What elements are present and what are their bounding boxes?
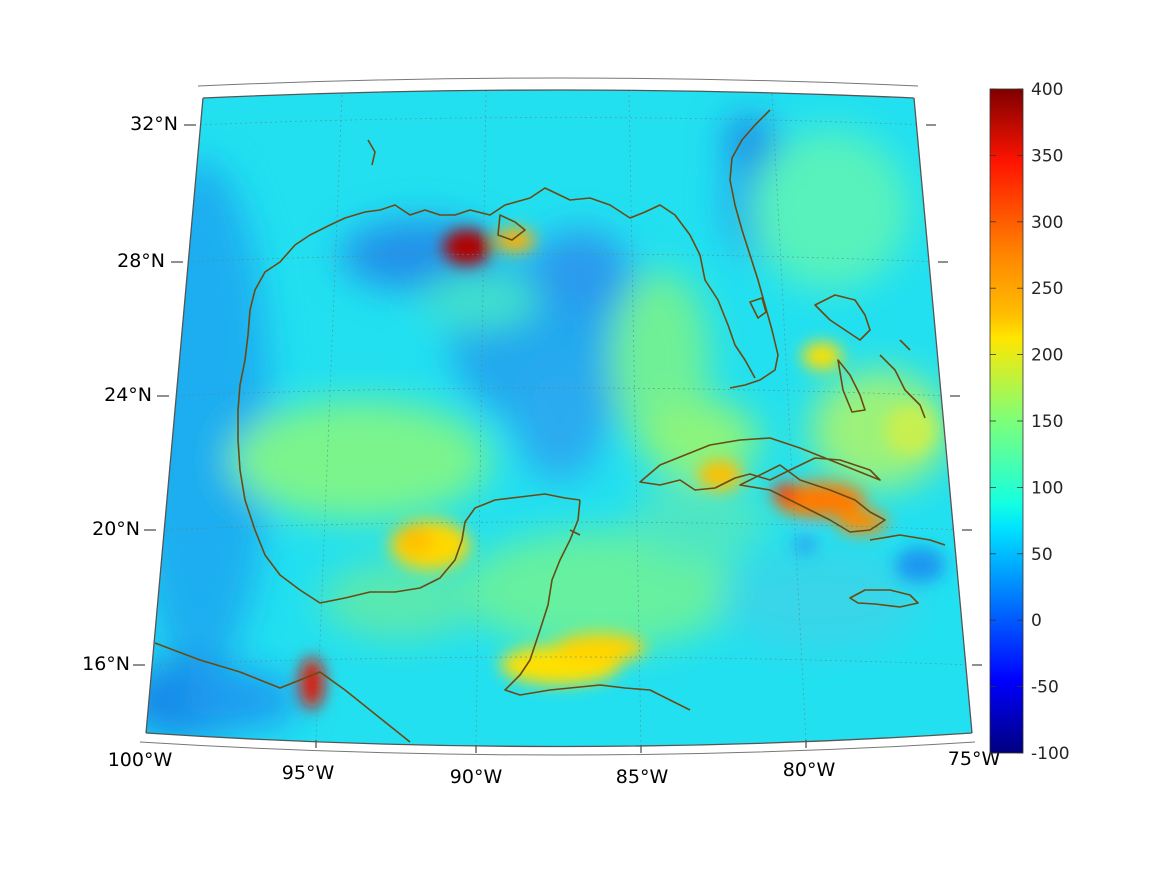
colorbar-tick-label: 150 [1031, 412, 1063, 432]
colorbar-tick-label: -100 [1031, 744, 1070, 764]
axis-ticks [133, 124, 982, 753]
lat-label-20n: 20°N [92, 518, 140, 540]
colorbar-tick-label: 350 [1031, 146, 1063, 166]
colorbar-tick-label: 200 [1031, 346, 1063, 366]
lon-label-95w: 95°W [282, 762, 335, 784]
lon-label-75w: 75°W [948, 748, 1001, 770]
colorbar-tick-label: 300 [1031, 213, 1063, 233]
lat-label-28n: 28°N [117, 250, 165, 272]
latitude-labels: 32°N 28°N 24°N 20°N 16°N [82, 113, 178, 675]
map-frame [139, 77, 976, 756]
colorbar-tick-label: 100 [1031, 478, 1063, 498]
colorbar-tick-label: 250 [1031, 279, 1063, 299]
lat-label-16n: 16°N [82, 653, 130, 675]
lon-label-90w: 90°W [450, 766, 503, 788]
lon-label-80w: 80°W [783, 759, 836, 781]
lon-label-100w: 100°W [108, 749, 173, 771]
lat-label-32n: 32°N [130, 113, 178, 135]
longitude-labels: 100°W 95°W 90°W 85°W 80°W 75°W [108, 748, 1001, 788]
coastline [154, 109, 946, 743]
graticule [146, 90, 972, 746]
colorbar: 400 350 300 250 200 150 100 50 0 -50 -100 [989, 80, 1070, 764]
data-field [146, 90, 972, 747]
lat-label-24n: 24°N [104, 384, 152, 406]
colorbar-tick-label: 0 [1031, 611, 1042, 631]
colorbar-tick-label: 400 [1031, 80, 1063, 100]
colorbar-tick-label: -50 [1031, 678, 1059, 698]
colorbar-tick-label: 50 [1031, 545, 1053, 565]
lon-label-85w: 85°W [616, 766, 669, 788]
